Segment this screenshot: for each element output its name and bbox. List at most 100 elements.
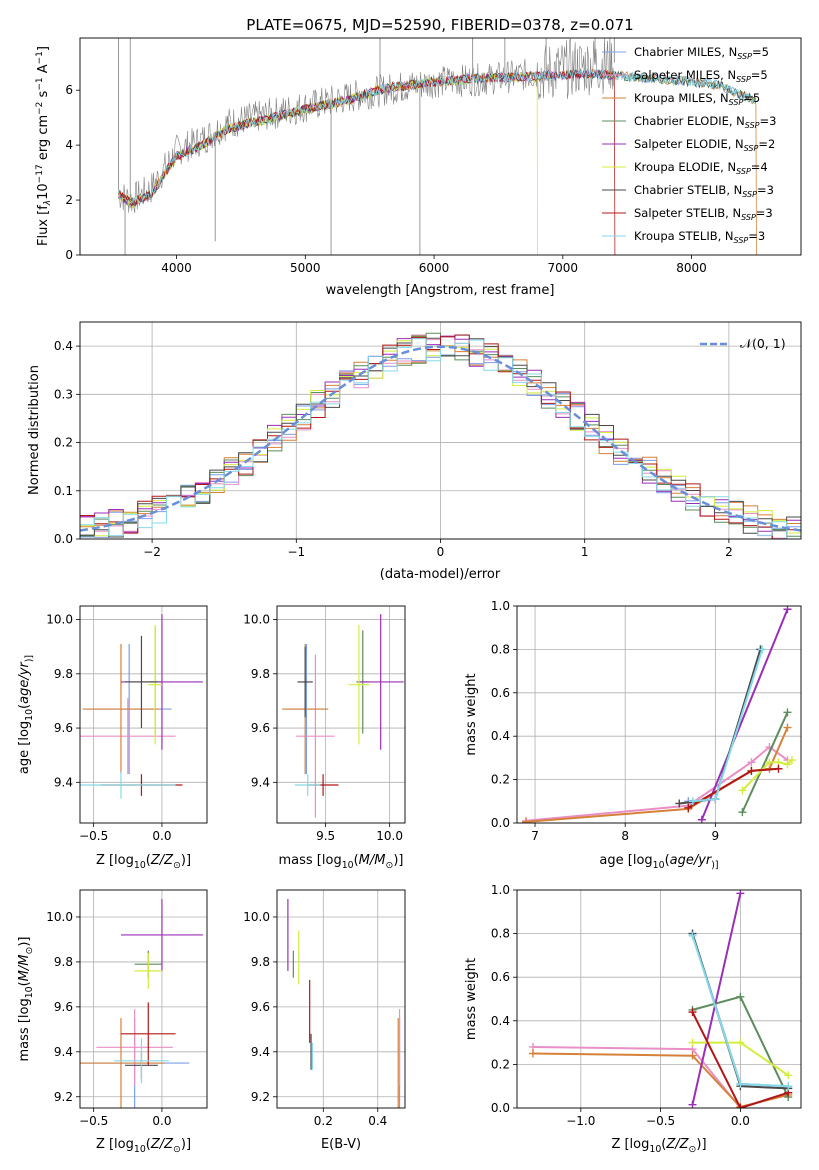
x-axis-label-part: Z [log [96, 1137, 134, 1152]
y-tick-label: 1.0 [491, 883, 510, 897]
weight-marker [738, 808, 747, 817]
y-axis-label: age [log10(age/yr)] [17, 655, 35, 774]
model-spectrum-kroupa-stelib [118, 68, 757, 204]
y-tick-label: 0.1 [54, 484, 73, 498]
weight-marker [697, 815, 706, 823]
x-axis-label-part: Z [log [611, 1137, 649, 1152]
axes-frame [79, 321, 802, 540]
legend-label: Chabrier MILES, NSSP=5 [634, 45, 769, 61]
y-tick-label: 6 [65, 83, 73, 97]
y-tick-label: 0.2 [491, 1057, 510, 1071]
y-tick-label: 9.6 [251, 1000, 270, 1014]
x-tick-label: 2 [725, 545, 733, 559]
x-tick-label: 0 [437, 545, 445, 559]
legend-label-n: =2 [758, 137, 775, 151]
y-axis-label: mass weight [464, 958, 479, 1040]
x-axis-label-part: age/yr [670, 853, 713, 868]
x-axis-label-part: 10 [134, 1144, 146, 1155]
x-tick-label: 1 [581, 545, 589, 559]
x-axis-label-part: 10 [653, 860, 665, 871]
x-tick-label: 7000 [548, 261, 579, 275]
weight-marker [684, 803, 693, 812]
y-axis-label-part: ( [17, 981, 32, 986]
y-axis-label-part: ] [36, 46, 51, 51]
legend-label-sub: SSP [745, 121, 760, 130]
legend-label-sub: SSP [742, 190, 757, 199]
legend-label-n: =3 [760, 114, 777, 128]
y-axis-label-part: s [36, 90, 51, 101]
y-tick-label: 10.0 [243, 613, 270, 627]
x-tick-label: 8000 [676, 261, 707, 275]
legend-label-n: =3 [756, 206, 773, 220]
y-tick-label: 0.0 [491, 816, 510, 830]
x-tick-label: 0.0 [152, 829, 171, 843]
legend-normal-label: 𝒩(0, 1) [740, 336, 786, 351]
weight-marker [522, 817, 531, 823]
x-axis-label-part: M/M [359, 853, 386, 868]
legend-label: Salpeter MILES, NSSP=5 [634, 68, 768, 84]
y-axis-label-part: ⊙ [24, 947, 35, 955]
figure-title: PLATE=0675, MJD=52590, FIBERID=0378, z=0… [246, 16, 633, 34]
axes-frame [516, 889, 802, 1109]
plot-area-age-vs-mass [282, 614, 404, 818]
legend-label-sub: SSP [736, 167, 751, 176]
x-axis-label-part: ⊙ [385, 860, 393, 871]
panel-spectrum: 4000 5000 6000 7000 8000 0 2 4 6 wavelength [Angs… [35, 37, 802, 298]
y-tick-label: 0.2 [54, 436, 73, 450]
x-tick-label: 10.0 [376, 829, 403, 843]
y-tick-label: 0.4 [491, 729, 510, 743]
legend-label-n: =4 [751, 160, 768, 174]
x-tick-label: 5000 [290, 261, 321, 275]
x-tick-label: −1.0 [566, 1114, 595, 1128]
y-tick-label: 9.4 [54, 775, 73, 789]
y-axis-label: Normed distribution [27, 365, 42, 495]
y-tick-label: 9.4 [251, 775, 270, 789]
y-axis-label-part: age [log [17, 721, 32, 774]
x-tick-label: −0.5 [646, 1114, 675, 1128]
axes-frame [79, 889, 208, 1109]
x-tick-label: −2 [143, 545, 161, 559]
panel-residuals: −2 −1 0 1 2 0.0 0.1 0.2 0.3 0.4 𝒩(0, 1) (data-model… [27, 321, 802, 582]
legend-label-sub: SSP [736, 75, 751, 84]
weight-marker [784, 1071, 793, 1080]
y-tick-label: 1.0 [491, 599, 510, 613]
x-axis-label: Z [log10(Z/Z⊙)] [96, 853, 191, 871]
y-tick-label: 9.6 [54, 1000, 73, 1014]
y-axis-label-part: 10 [24, 986, 35, 998]
weight-marker [688, 1051, 697, 1060]
legend-label: Salpeter STELIB, NSSP=3 [634, 206, 773, 222]
legend-label-name: Salpeter STELIB, N [634, 206, 741, 220]
panel-mass-vs-ebv: 0.2 0.4 9.2 9.4 9.6 9.8 10.0 E(B-V) [243, 889, 406, 1152]
axes-frame [79, 605, 208, 824]
weight-marker [783, 606, 792, 614]
y-axis-label-part: age/yr [17, 661, 32, 704]
x-axis-label-part: age [log [599, 853, 652, 868]
weight-marker [783, 760, 792, 769]
histogram-kroupa-stelib [80, 338, 801, 539]
y-axis-label-part: A [36, 64, 51, 77]
y-tick-label: 9.2 [54, 1090, 73, 1104]
y-tick-label: 9.8 [54, 955, 73, 969]
weight-marker [688, 1100, 697, 1108]
y-axis-label-part: )] [17, 937, 32, 947]
x-tick-label: 4000 [161, 261, 192, 275]
x-axis-label-part: ⊙ [173, 860, 181, 871]
legend-label-n: =3 [748, 229, 765, 243]
x-axis-label-part: Z/Z [150, 853, 174, 868]
axes-frame [79, 37, 802, 256]
weight-marker [787, 756, 796, 765]
weight-marker [528, 1049, 537, 1058]
weight-marker [736, 1038, 745, 1047]
weight-marker [736, 992, 745, 1001]
y-tick-label: 0.4 [491, 1014, 510, 1028]
legend-label-sub: SSP [744, 144, 759, 153]
y-axis-label: Flux [fλ10−17 erg cm−2 s−1 A−1] [35, 46, 53, 246]
y-tick-label: 0.6 [491, 686, 510, 700]
legend-label: Salpeter ELODIE, NSSP=2 [634, 137, 775, 153]
legend-label-n: =5 [743, 91, 760, 105]
panel-weight-vs-age: 7 8 9 0.0 0.2 0.4 0.6 0.8 1.0 age [log10(age/yr)]… [464, 599, 802, 871]
y-tick-label: 9.6 [251, 721, 270, 735]
x-tick-label: 0.0 [731, 1114, 750, 1128]
